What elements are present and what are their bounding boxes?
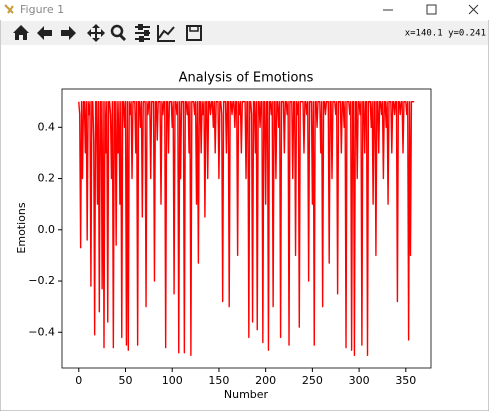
configure-button[interactable] (135, 24, 150, 42)
y-tick-label: 0.2 (38, 172, 56, 185)
axes-frame (61, 88, 432, 369)
app-icon (4, 4, 14, 14)
title-bar (0, 0, 489, 20)
maximize-button[interactable] (426, 4, 437, 15)
cursor-coordinates: x=140.1 y=0.241 (405, 29, 486, 39)
close-button[interactable] (468, 4, 479, 15)
y-tick-label: −0.4 (28, 325, 55, 338)
x-tick-label: 350 (395, 374, 416, 387)
toolbar (1, 21, 488, 45)
pan-button[interactable] (87, 24, 105, 42)
window-title: Figure 1 (20, 3, 64, 16)
zoom-button[interactable] (110, 24, 127, 42)
x-tick-label: 200 (255, 374, 276, 387)
figure-canvas (1, 46, 488, 410)
y-axis-label: Emotions (15, 202, 28, 253)
x-tick-label: 0 (75, 374, 82, 387)
home-button[interactable] (13, 25, 29, 40)
y-tick-label: 0.0 (38, 223, 56, 236)
data-line (78, 100, 415, 357)
forward-button[interactable] (61, 26, 76, 40)
x-tick-label: 50 (118, 374, 132, 387)
x-tick-label: 300 (349, 374, 370, 387)
save-button[interactable] (186, 25, 202, 41)
edit-axes-button[interactable] (157, 25, 175, 42)
x-axis-label: Number (224, 388, 269, 401)
chart-title: Analysis of Emotions (179, 71, 314, 86)
x-tick-label: 250 (302, 374, 323, 387)
x-tick-label: 100 (162, 374, 183, 387)
y-tick-label: −0.2 (28, 274, 55, 287)
back-button[interactable] (37, 26, 52, 40)
y-tick-label: 0.4 (38, 120, 56, 133)
x-tick-label: 150 (208, 374, 229, 387)
